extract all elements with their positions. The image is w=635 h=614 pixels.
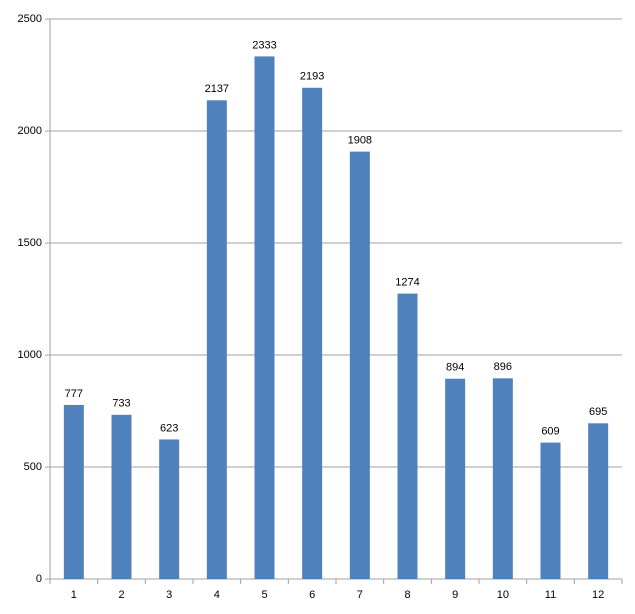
- bar: [492, 378, 513, 579]
- data-label: 896: [494, 361, 512, 373]
- x-tick-label: 4: [214, 589, 220, 601]
- x-tick-label: 11: [545, 589, 556, 601]
- data-label: 777: [65, 388, 83, 400]
- bar: [588, 423, 609, 579]
- x-tick-label: 3: [166, 589, 172, 601]
- bar: [254, 56, 275, 579]
- y-tick-label: 2000: [18, 125, 42, 137]
- bar: [206, 100, 227, 579]
- x-tick-label: 12: [592, 589, 604, 601]
- x-tick-label: 8: [404, 589, 410, 601]
- bar: [397, 293, 418, 579]
- data-label: 623: [160, 422, 178, 434]
- x-tick-label: 7: [357, 589, 363, 601]
- bar: [111, 414, 132, 579]
- x-tick-label: 1: [71, 589, 77, 601]
- bar: [302, 87, 323, 579]
- x-tick-label: 10: [497, 589, 509, 601]
- data-label: 733: [112, 398, 130, 410]
- x-tick-label: 5: [261, 589, 267, 601]
- data-label: 2333: [252, 39, 276, 51]
- x-tick-label: 6: [309, 589, 315, 601]
- data-label: 1274: [395, 277, 419, 289]
- y-tick-label: 1000: [18, 349, 42, 361]
- y-tick-label: 500: [24, 461, 42, 473]
- y-tick-label: 2500: [18, 13, 42, 25]
- data-label: 695: [589, 406, 607, 418]
- bar: [63, 404, 84, 579]
- x-tick-label: 9: [452, 589, 458, 601]
- bar: [540, 442, 561, 579]
- data-label: 2137: [205, 83, 229, 95]
- bar: [349, 151, 370, 579]
- data-label: 2193: [300, 71, 324, 83]
- y-tick-label: 1500: [18, 237, 42, 249]
- bar: [445, 378, 466, 579]
- x-tick-label: 2: [118, 589, 124, 601]
- data-label: 894: [446, 362, 464, 374]
- bar: [159, 439, 180, 579]
- data-label: 1908: [348, 135, 372, 147]
- data-label: 609: [541, 425, 559, 437]
- y-tick-label: 0: [36, 573, 42, 585]
